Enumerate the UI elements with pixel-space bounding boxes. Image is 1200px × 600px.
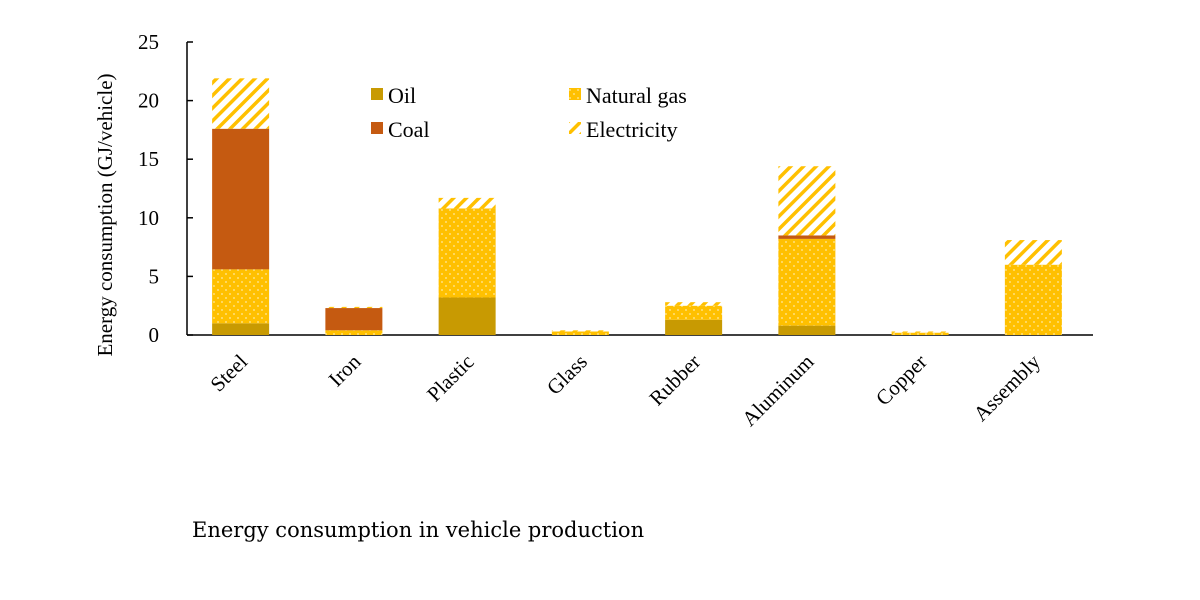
- bar-segment-natural-gas: [891, 332, 949, 335]
- x-tick-label: Iron: [324, 349, 366, 391]
- bar-stack-steel: [212, 78, 270, 335]
- bar-segment-electricity: [212, 78, 270, 129]
- bar-segment-natural-gas: [325, 330, 383, 335]
- bar-segment-oil: [778, 325, 836, 335]
- bar-segment-electricity: [778, 166, 836, 236]
- legend: Oil Natural gas Coal Electricity: [371, 83, 687, 142]
- legend-label: Coal: [388, 117, 430, 142]
- y-tick-label: 20: [138, 89, 159, 113]
- bar-segment-coal: [325, 308, 383, 331]
- y-tick-label: 25: [138, 30, 159, 54]
- bar-segment-electricity: [325, 306, 383, 309]
- y-axis-title: Energy consumption (GJ/vehicle): [93, 73, 117, 356]
- bar-segment-electricity: [665, 302, 723, 306]
- figure-caption: Energy consumption in vehicle production: [192, 518, 645, 542]
- x-tick-label: Rubber: [644, 350, 705, 411]
- x-tick-label: Assembly: [969, 349, 1046, 426]
- bar-segment-natural-gas: [551, 331, 609, 335]
- bar-segment-oil: [212, 323, 270, 335]
- bars: [212, 78, 1062, 335]
- bar-segment-natural-gas: [1004, 264, 1062, 335]
- bar-stack-plastic: [438, 197, 496, 335]
- legend-item-coal: Coal: [371, 117, 430, 142]
- x-tick-label: Glass: [542, 350, 592, 400]
- legend-label: Oil: [388, 83, 416, 108]
- legend-swatch: [569, 88, 581, 100]
- x-tick-labels: Steel Iron Plastic Glass Rubber Aluminum Coppe…: [205, 349, 1045, 431]
- bar-segment-oil: [438, 297, 496, 335]
- bar-segment-coal: [212, 128, 270, 270]
- bar-stack-assembly: [1004, 240, 1062, 335]
- legend-item-electricity: Electricity: [569, 117, 678, 142]
- legend-swatch: [569, 122, 581, 134]
- bar-segment-natural-gas: [212, 269, 270, 324]
- legend-label: Natural gas: [586, 83, 687, 108]
- bar-segment-natural-gas: [665, 305, 723, 320]
- bar-segment-natural-gas: [778, 238, 836, 326]
- bar-stack-glass: [551, 330, 609, 335]
- bar-stack-rubber: [665, 302, 723, 335]
- x-tick-label: Aluminum: [737, 350, 818, 431]
- x-tick-label: Copper: [871, 350, 932, 411]
- bar-stack-iron: [325, 306, 383, 335]
- legend-item-oil: Oil: [371, 83, 416, 108]
- bar-segment-coal: [778, 235, 836, 239]
- bar-segment-electricity: [891, 331, 949, 333]
- axes: 0 5 10 15 20 25: [138, 30, 1093, 347]
- y-tick-label: 10: [138, 206, 159, 230]
- x-tick-label: Steel: [205, 349, 252, 396]
- legend-label: Electricity: [586, 117, 678, 142]
- bar-stack-copper: [891, 331, 949, 335]
- bar-segment-electricity: [1004, 240, 1062, 265]
- y-tick-label: 5: [149, 264, 160, 288]
- legend-swatch: [371, 88, 383, 100]
- y-tick-label: 0: [149, 323, 160, 347]
- legend-swatch: [371, 122, 383, 134]
- bar-stack-aluminum: [778, 166, 836, 335]
- bar-segment-oil: [665, 319, 723, 335]
- legend-item-natural-gas: Natural gas: [569, 83, 687, 108]
- bar-segment-electricity: [551, 330, 609, 332]
- bar-segment-electricity: [438, 197, 496, 209]
- bar-segment-natural-gas: [438, 208, 496, 298]
- y-tick-label: 15: [138, 147, 159, 171]
- x-tick-label: Plastic: [422, 350, 479, 407]
